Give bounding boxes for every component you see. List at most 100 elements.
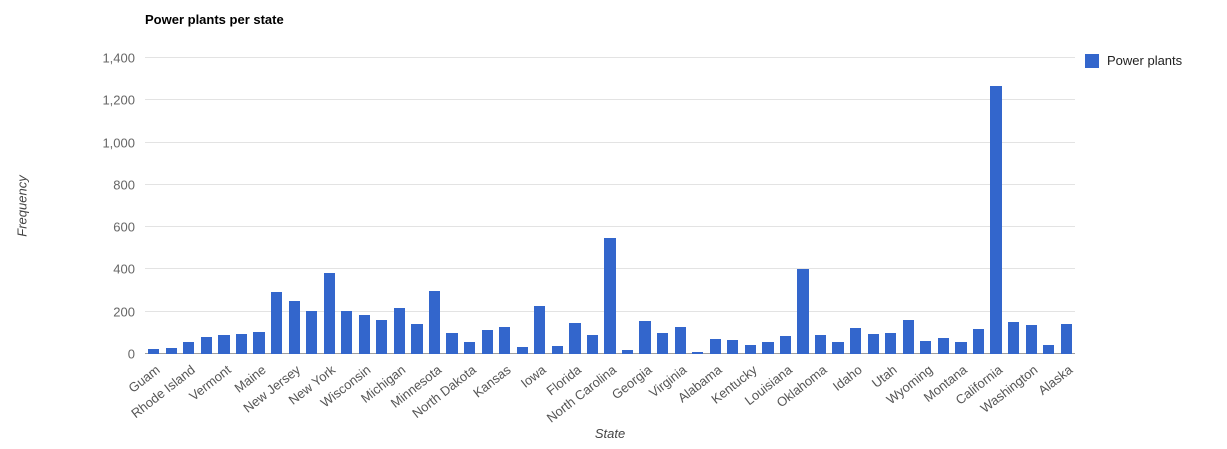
bar[interactable] xyxy=(639,321,651,354)
bar-slot xyxy=(566,58,584,354)
y-tick-label: 1,400 xyxy=(102,50,135,66)
bar-slot xyxy=(724,58,742,354)
bar[interactable] xyxy=(148,348,160,354)
bar[interactable] xyxy=(235,333,248,354)
y-tick-label: 1,000 xyxy=(102,135,135,151)
gridline xyxy=(145,226,1075,228)
gridline xyxy=(145,183,1075,185)
bar[interactable] xyxy=(762,342,774,354)
bar-slot xyxy=(233,58,251,354)
bar[interactable] xyxy=(1007,322,1020,354)
gridline xyxy=(145,99,1075,101)
bar[interactable] xyxy=(744,344,756,354)
bar[interactable] xyxy=(569,323,581,354)
bar-slot xyxy=(742,58,760,354)
bar-slot xyxy=(601,58,619,354)
bar[interactable] xyxy=(832,342,844,354)
bar[interactable] xyxy=(867,333,879,354)
bar-slot xyxy=(443,58,461,354)
bar[interactable] xyxy=(481,329,493,354)
bar-slot xyxy=(671,58,689,354)
bar-slot xyxy=(549,58,567,354)
bar-slot xyxy=(812,58,830,354)
y-tick-label: 0 xyxy=(127,346,135,362)
bar[interactable] xyxy=(306,310,318,354)
bar[interactable] xyxy=(814,334,827,354)
bar-slot xyxy=(777,58,795,354)
legend: Power plants xyxy=(1085,53,1182,68)
bar-slot xyxy=(900,58,918,354)
bar-slot xyxy=(794,58,812,354)
bar[interactable] xyxy=(183,342,195,354)
legend-label: Power plants xyxy=(1107,53,1183,68)
bar[interactable] xyxy=(341,310,353,354)
bar-slot xyxy=(285,58,303,354)
bar[interactable] xyxy=(393,307,406,354)
bar-slot xyxy=(970,58,988,354)
bar[interactable] xyxy=(218,334,230,354)
bar-slot xyxy=(303,58,321,354)
bar[interactable] xyxy=(551,345,563,354)
bar[interactable] xyxy=(1060,324,1072,354)
bar[interactable] xyxy=(692,352,704,354)
bar[interactable] xyxy=(779,336,792,354)
gridline xyxy=(145,57,1075,58)
y-tick-label: 800 xyxy=(113,177,135,193)
bar[interactable] xyxy=(464,342,476,354)
bar-slot xyxy=(356,58,374,354)
bar-slot xyxy=(268,58,286,354)
bar[interactable] xyxy=(1043,344,1055,354)
bar[interactable] xyxy=(990,85,1002,354)
bar[interactable] xyxy=(972,328,985,354)
bar-slot xyxy=(935,58,953,354)
bar[interactable] xyxy=(288,301,300,354)
bar[interactable] xyxy=(709,339,721,354)
bar[interactable] xyxy=(674,326,686,354)
bar[interactable] xyxy=(411,324,423,354)
y-tick-label: 200 xyxy=(113,304,135,320)
bar-slot xyxy=(513,58,531,354)
bar[interactable] xyxy=(902,320,914,354)
bar[interactable] xyxy=(200,337,213,354)
bar[interactable] xyxy=(428,290,441,354)
x-axis-title: State xyxy=(594,426,626,441)
bar-slot xyxy=(461,58,479,354)
bar[interactable] xyxy=(253,331,265,354)
bar-slot xyxy=(917,58,935,354)
bar[interactable] xyxy=(797,269,809,354)
bar[interactable] xyxy=(446,332,458,354)
y-tick-label: 1,200 xyxy=(102,92,135,108)
bar[interactable] xyxy=(586,334,599,354)
bar[interactable] xyxy=(850,327,862,354)
bar[interactable] xyxy=(499,326,511,354)
bar-slot xyxy=(320,58,338,354)
bar[interactable] xyxy=(270,291,283,354)
x-axis: Guam Rhode Island Vermont Maine New Jersey Ne… xyxy=(126,356,1076,426)
gridline xyxy=(145,141,1075,143)
bar-slot xyxy=(584,58,602,354)
bar[interactable] xyxy=(727,340,739,354)
bar-slot xyxy=(215,58,233,354)
bar-slot xyxy=(952,58,970,354)
bar[interactable] xyxy=(323,272,335,354)
bar-slot xyxy=(882,58,900,354)
bar[interactable] xyxy=(937,338,949,354)
bar[interactable] xyxy=(534,306,546,354)
bar[interactable] xyxy=(358,314,370,354)
bar-slot xyxy=(531,58,549,354)
bar[interactable] xyxy=(516,346,528,354)
bar[interactable] xyxy=(165,347,177,354)
bar-slot xyxy=(689,58,707,354)
y-tick-label: 400 xyxy=(113,261,135,277)
bar[interactable] xyxy=(920,341,932,354)
bar[interactable] xyxy=(955,342,967,354)
bar-slot xyxy=(987,58,1005,354)
bar[interactable] xyxy=(657,332,669,354)
bar[interactable] xyxy=(1025,325,1037,354)
bar[interactable] xyxy=(885,332,897,354)
bar-slot xyxy=(338,58,356,354)
bar[interactable] xyxy=(376,320,388,354)
bar[interactable] xyxy=(621,349,634,354)
plot-area: 0 200 400 600 800 1,000 1,200 1,400 xyxy=(102,51,1075,362)
bar[interactable] xyxy=(604,237,616,354)
